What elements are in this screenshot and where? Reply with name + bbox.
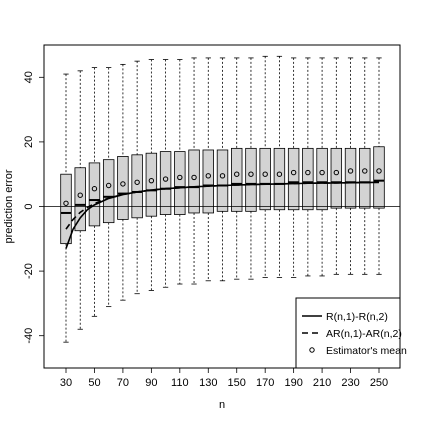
y-tick-label: 20 xyxy=(23,136,35,148)
box-n-30 xyxy=(60,73,72,343)
box-n-100 xyxy=(159,59,172,288)
x-tick-label: 130 xyxy=(199,377,217,389)
box-n-140 xyxy=(216,57,229,282)
mean-point-n-130 xyxy=(205,173,211,179)
x-tick-label: 210 xyxy=(313,377,331,389)
box-iqr xyxy=(174,151,186,215)
x-tick-label: 70 xyxy=(117,377,129,389)
mean-point-n-70 xyxy=(120,181,126,187)
box-iqr xyxy=(117,156,129,220)
box-n-190 xyxy=(287,57,300,278)
mean-point-n-190 xyxy=(290,169,297,176)
x-tick-label: 170 xyxy=(256,377,274,389)
mean-point-n-50 xyxy=(91,186,98,192)
box-n-110 xyxy=(174,59,186,285)
mean-point-n-80 xyxy=(134,179,140,185)
y-axis-label: prediction error xyxy=(3,169,15,243)
mean-point-n-160 xyxy=(248,171,254,177)
box-iqr xyxy=(216,149,229,212)
legend-label-mean: Estimator's mean xyxy=(326,345,407,357)
x-tick-label: 150 xyxy=(228,377,246,389)
box-iqr xyxy=(359,147,371,209)
axes-layer: -40 -20 0 20 40 30 50 70 90 110 130 150 170 190 210 230… xyxy=(23,71,400,389)
x-tick-label: 50 xyxy=(88,377,100,389)
mean-point-n-200 xyxy=(305,169,311,176)
legend-mean-point-symbol xyxy=(309,347,315,353)
legend: R(n,1)-R(n,2) AR(n,1)-AR(n,2) Estimator'… xyxy=(295,297,407,369)
mean-point-n-170 xyxy=(262,171,268,177)
box-n-120 xyxy=(188,57,200,285)
mean-point-n-120 xyxy=(191,174,197,181)
box-iqr xyxy=(60,173,72,245)
x-tick-label: 230 xyxy=(341,377,359,389)
box-iqr xyxy=(344,147,357,209)
mean-point-n-30 xyxy=(63,200,69,206)
box-n-230 xyxy=(344,57,357,275)
box-n-200 xyxy=(302,57,314,277)
x-tick-label: 110 xyxy=(171,377,189,389)
means-layer xyxy=(63,168,382,206)
box-iqr xyxy=(145,152,158,217)
y-tick-label: -20 xyxy=(23,263,35,279)
mean-point-n-90 xyxy=(148,177,155,184)
legend-label-ar: AR(n,1)-AR(n,2) xyxy=(326,328,402,340)
x-tick-label: 190 xyxy=(284,377,302,389)
box-n-80 xyxy=(131,60,143,295)
x-tick-label: 250 xyxy=(370,377,388,389)
box-iqr xyxy=(159,151,172,215)
box-n-250 xyxy=(373,57,385,275)
box-iqr xyxy=(202,149,214,214)
box-n-50 xyxy=(88,67,101,317)
mean-point-n-40 xyxy=(77,192,83,198)
box-n-160 xyxy=(245,57,257,280)
mean-point-n-180 xyxy=(276,171,283,177)
mean-point-n-230 xyxy=(347,168,354,174)
x-tick-label: 30 xyxy=(60,377,72,389)
box-n-130 xyxy=(202,57,214,282)
mean-point-n-100 xyxy=(162,176,169,182)
box-iqr xyxy=(88,162,101,227)
mean-point-n-210 xyxy=(319,169,325,176)
ar-difference-curve xyxy=(65,181,380,230)
box-n-180 xyxy=(273,55,286,278)
box-iqr xyxy=(245,147,257,212)
box-n-60 xyxy=(102,67,115,308)
box-iqr xyxy=(316,147,328,211)
box-n-40 xyxy=(74,70,86,330)
y-tick-label: 0 xyxy=(23,203,35,209)
box-iqr xyxy=(102,159,115,224)
mean-point-n-240 xyxy=(362,168,368,174)
box-iqr xyxy=(231,147,243,212)
box-n-90 xyxy=(145,59,158,291)
box-n-70 xyxy=(117,63,129,301)
curves-layer xyxy=(65,181,380,249)
mean-point-n-110 xyxy=(177,174,183,181)
box-n-220 xyxy=(330,57,343,275)
box-iqr xyxy=(188,149,200,214)
x-axis-label: n xyxy=(219,399,225,411)
y-tick-label: -40 xyxy=(23,328,35,344)
box-iqr xyxy=(131,154,143,219)
box-n-240 xyxy=(359,57,371,275)
box-n-150 xyxy=(231,57,243,280)
box-iqr xyxy=(273,147,286,211)
mean-point-n-220 xyxy=(333,169,340,176)
y-tick-label: 40 xyxy=(23,71,35,83)
mean-point-n-140 xyxy=(219,173,226,179)
box-iqr xyxy=(259,147,271,211)
box-iqr xyxy=(287,147,300,211)
box-n-170 xyxy=(259,55,271,278)
box-iqr xyxy=(302,147,314,211)
box-iqr xyxy=(74,167,86,232)
mean-point-n-150 xyxy=(234,171,240,177)
legend-label-r: R(n,1)-R(n,2) xyxy=(326,311,388,323)
x-tick-label: 90 xyxy=(145,377,157,389)
box-iqr xyxy=(373,146,385,209)
box-iqr xyxy=(330,147,343,209)
box-n-210 xyxy=(316,57,328,277)
mean-point-n-60 xyxy=(105,182,112,189)
mean-point-n-250 xyxy=(376,168,382,174)
